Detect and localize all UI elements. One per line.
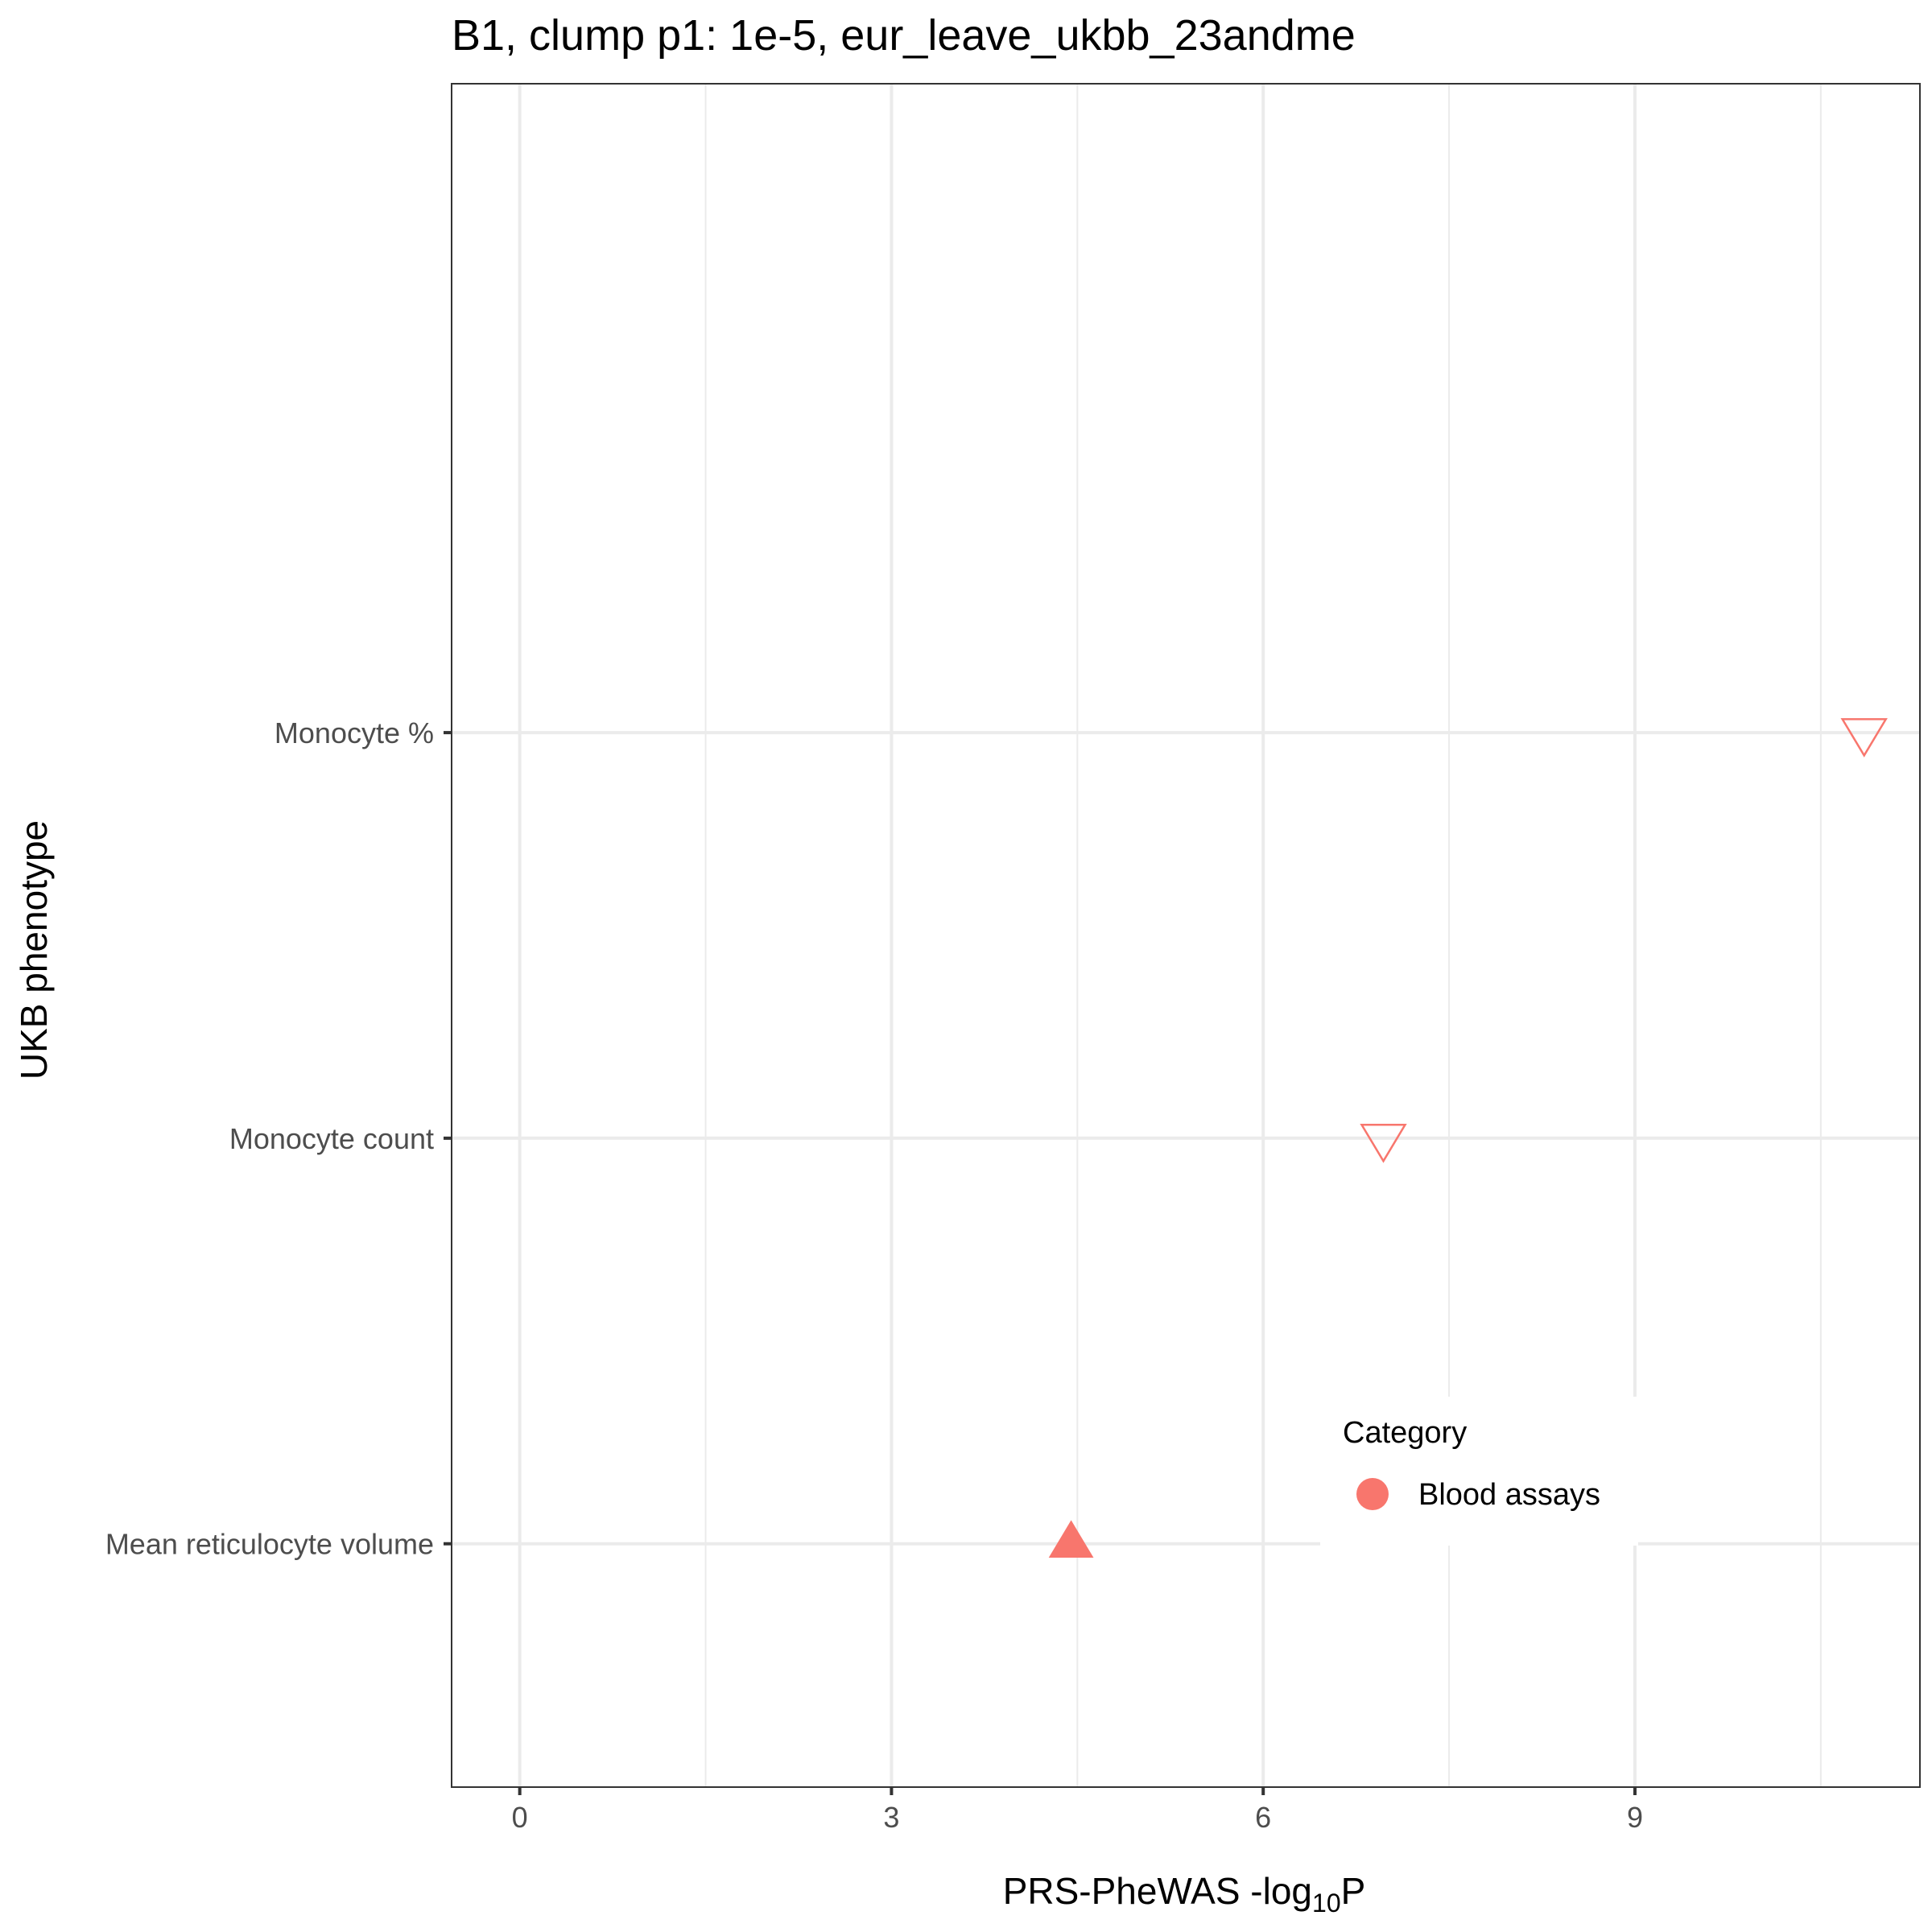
x-axis: 0 3 6 9 (512, 1787, 1643, 1834)
x-tick-label: 9 (1627, 1801, 1643, 1834)
y-tick-label: Mean reticulocyte volume (105, 1528, 434, 1561)
legend-key-circle (1356, 1478, 1389, 1510)
legend-background (1320, 1397, 1638, 1546)
x-tick-label: 6 (1255, 1801, 1271, 1834)
y-axis-title: UKB phenotype (13, 820, 55, 1080)
y-tick-label: Monocyte count (229, 1122, 434, 1155)
y-tick-label: Monocyte % (275, 716, 434, 749)
x-axis-title-subscript: 10 (1312, 1889, 1341, 1918)
x-tick-label: 0 (512, 1801, 528, 1834)
grid (452, 84, 1920, 1787)
legend: Category Blood assays (1320, 1397, 1638, 1546)
x-axis-title: PRS-PheWAS -log10P (1003, 1870, 1366, 1918)
data-point (1840, 718, 1888, 758)
data-points (1048, 718, 1888, 1558)
x-axis-title-main: PRS-PheWAS -log (1003, 1870, 1312, 1912)
y-axis: Mean reticulocyte volume Monocyte count Mo… (105, 716, 452, 1561)
legend-title: Category (1343, 1416, 1467, 1450)
x-axis-title-tail: P (1341, 1870, 1366, 1912)
plot-panel-border (451, 83, 1921, 1788)
data-point (1360, 1123, 1407, 1163)
x-tick-label: 3 (883, 1801, 899, 1834)
chart-title: B1, clump p1: 1e-5, eur_leave_ukbb_23and… (452, 11, 1356, 60)
data-point (1048, 1520, 1094, 1558)
legend-label: Blood assays (1418, 1478, 1600, 1512)
